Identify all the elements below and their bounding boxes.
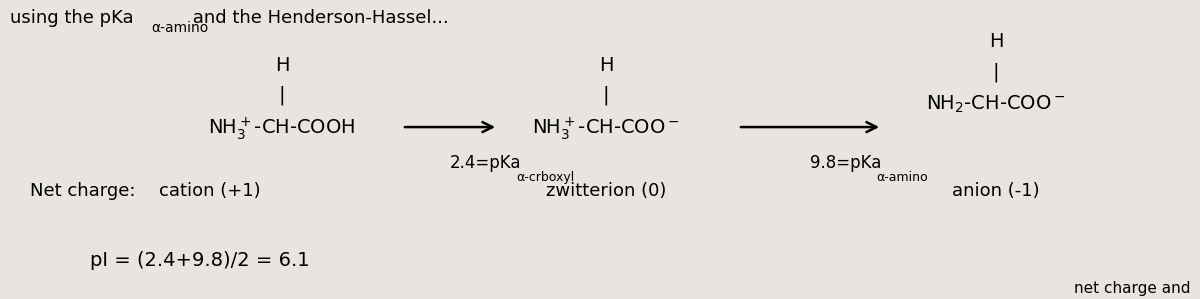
Text: Net charge:: Net charge: [30,182,136,200]
Text: α-amino: α-amino [151,21,209,35]
Text: NH$_3^+$-CH-COOH: NH$_3^+$-CH-COOH [209,115,355,142]
Text: |: | [992,62,1000,82]
Text: NH$_2$-CH-COO$^-$: NH$_2$-CH-COO$^-$ [926,94,1066,115]
Text: H: H [989,32,1003,51]
Text: 9.8=pKa: 9.8=pKa [810,154,881,172]
Text: H: H [599,56,613,75]
Text: α-crboxyl: α-crboxyl [516,171,575,184]
Text: anion (-1): anion (-1) [952,182,1040,200]
Text: 2.4=pKa: 2.4=pKa [450,154,522,172]
Text: α-amino: α-amino [876,171,928,184]
Text: cation (+1): cation (+1) [160,182,260,200]
Text: zwitterion (0): zwitterion (0) [546,182,666,200]
Text: net charge and: net charge and [1074,281,1190,296]
Text: |: | [602,86,610,106]
Text: NH$_3^+$-CH-COO$^-$: NH$_3^+$-CH-COO$^-$ [533,115,679,142]
Text: pI = (2.4+9.8)/2 = 6.1: pI = (2.4+9.8)/2 = 6.1 [90,251,310,270]
Text: and the Henderson-Hassel...: and the Henderson-Hassel... [187,9,449,27]
Text: |: | [278,86,286,106]
Text: using the pKa: using the pKa [10,9,133,27]
Text: H: H [275,56,289,75]
